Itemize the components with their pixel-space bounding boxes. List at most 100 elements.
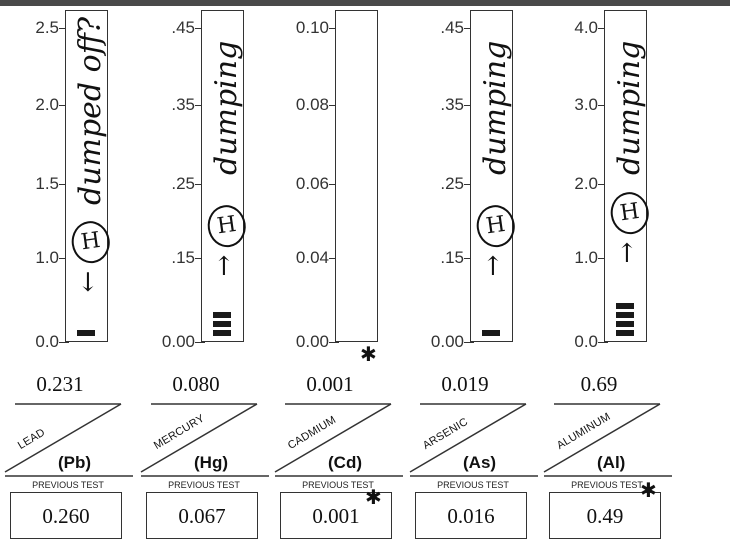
previous-test-label: PREVIOUS TEST	[32, 480, 104, 490]
axis-tick-label: 1.0	[574, 248, 598, 267]
label-divider	[274, 403, 403, 477]
axis-tick-label: .35	[440, 95, 464, 114]
diagonal-line	[4, 403, 122, 473]
level-segment	[616, 321, 634, 327]
axis-tick-label: 0.0	[35, 332, 59, 351]
asterisk-icon: ✱	[365, 485, 382, 509]
label-divider	[409, 403, 538, 477]
previous-test-value: 0.016	[415, 492, 527, 539]
axis-tick-label: 0.00	[295, 332, 329, 351]
diagonal-line	[274, 403, 392, 473]
level-segment	[616, 330, 634, 336]
previous-test-value: 0.260	[10, 492, 122, 539]
element-symbol: (Cd)	[328, 453, 362, 472]
arrow-up-icon: ↑	[213, 252, 235, 282]
axis-tick-mark	[195, 105, 205, 106]
axis-tick-mark	[464, 342, 474, 343]
level-segment	[213, 312, 231, 318]
previous-test-label: PREVIOUS TEST	[571, 480, 643, 490]
axis-tick-mark	[195, 184, 205, 185]
element-symbol: (Al)	[597, 453, 626, 472]
level-segment	[213, 330, 231, 336]
gauge-bar-cadmium	[335, 10, 378, 342]
axis-tick-label: .45	[440, 18, 464, 37]
axis-tick-mark	[329, 184, 339, 185]
handwritten-note: dumping	[478, 40, 513, 175]
axis-tick-mark	[59, 28, 69, 29]
level-segment	[482, 330, 500, 336]
result-value: 0.231	[36, 372, 84, 396]
axis-tick-mark	[59, 105, 69, 106]
axis-tick-mark	[195, 258, 205, 259]
axis-tick-mark	[598, 105, 608, 106]
axis-tick-mark	[59, 184, 69, 185]
axis-tick-mark	[59, 258, 69, 259]
axis-tick-label: 1.0	[35, 248, 59, 267]
diagonal-line	[543, 403, 661, 473]
axis-tick-mark	[329, 342, 339, 343]
axis-tick-mark	[464, 184, 474, 185]
axis-tick-mark	[329, 105, 339, 106]
axis-tick-label: .15	[171, 248, 195, 267]
element-symbol: (As)	[463, 453, 497, 472]
axis-tick-label: 1.5	[35, 174, 59, 193]
handwritten-note: dumped off?	[73, 16, 108, 205]
element-symbol: (Hg)	[194, 453, 228, 472]
axis-tick-mark	[195, 28, 205, 29]
result-value: 0.019	[441, 372, 489, 396]
arrow-up-icon: ↑	[616, 239, 638, 269]
gauge-bar-lead	[65, 10, 108, 342]
gauge-bar-arsenic	[470, 10, 513, 342]
asterisk-icon: ✱	[640, 478, 657, 502]
axis-tick-mark	[464, 258, 474, 259]
axis-tick-label: 2.0	[574, 174, 598, 193]
axis-tick-label: .25	[171, 174, 195, 193]
level-segment	[616, 312, 634, 318]
axis-tick-mark	[598, 258, 608, 259]
axis-tick-label: 0.00	[161, 332, 195, 351]
previous-test-label: PREVIOUS TEST	[168, 480, 240, 490]
previous-test-label: PREVIOUS TEST	[437, 480, 509, 490]
gauge-bar-aluminum	[604, 10, 647, 342]
axis-tick-mark	[464, 105, 474, 106]
diagonal-line	[409, 403, 527, 473]
diagonal-line	[140, 403, 258, 473]
result-value: 0.001	[306, 372, 354, 396]
element-symbol: (Pb)	[58, 453, 92, 472]
asterisk-icon: ✱	[360, 342, 377, 366]
result-value: 0.69	[580, 372, 618, 396]
axis-tick-label: 4.0	[574, 18, 598, 37]
arrow-down-icon: ↓	[77, 268, 99, 298]
top-border	[0, 0, 730, 6]
axis-tick-mark	[464, 28, 474, 29]
level-segment	[213, 321, 231, 327]
axis-tick-mark	[598, 184, 608, 185]
result-value: 0.080	[172, 372, 220, 396]
level-segment	[616, 303, 634, 309]
axis-tick-mark	[195, 342, 205, 343]
axis-tick-mark	[329, 28, 339, 29]
axis-tick-label: .35	[171, 95, 195, 114]
axis-tick-label: 3.0	[574, 95, 598, 114]
level-segment	[77, 330, 95, 336]
label-divider	[140, 403, 269, 477]
axis-tick-label: 0.06	[295, 174, 329, 193]
axis-tick-mark	[329, 258, 339, 259]
axis-tick-label: 0.0	[574, 332, 598, 351]
axis-tick-label: 2.0	[35, 95, 59, 114]
axis-tick-mark	[598, 342, 608, 343]
axis-tick-label: 2.5	[35, 18, 59, 37]
handwritten-note: dumping	[612, 40, 647, 175]
arrow-up-icon: ↑	[482, 252, 504, 282]
label-divider	[4, 403, 133, 477]
axis-tick-mark	[598, 28, 608, 29]
axis-tick-label: .45	[171, 18, 195, 37]
axis-tick-label: 0.00	[430, 332, 464, 351]
axis-tick-label: .15	[440, 248, 464, 267]
gauge-bar-mercury	[201, 10, 244, 342]
previous-test-label: PREVIOUS TEST	[302, 480, 374, 490]
axis-tick-label: 0.04	[295, 248, 329, 267]
label-divider	[543, 403, 672, 477]
handwritten-note: dumping	[209, 40, 244, 175]
previous-test-value: 0.067	[146, 492, 258, 539]
